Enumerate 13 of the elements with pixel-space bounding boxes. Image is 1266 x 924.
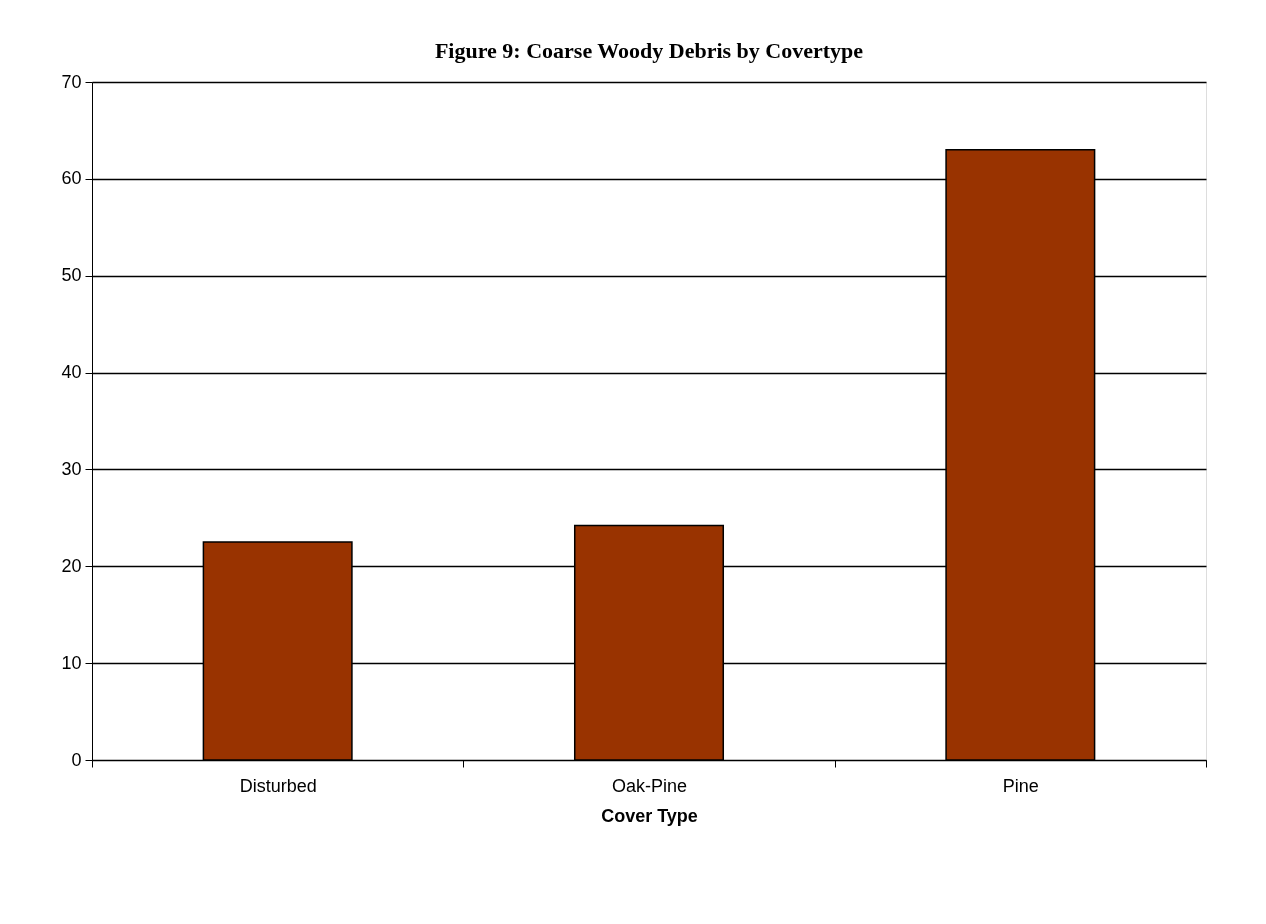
y-tick-label: 40 [61,362,82,383]
y-tick-label: 0 [71,749,82,770]
y-tick-label: 10 [61,652,82,673]
y-tick-label: 60 [61,168,82,189]
y-tick-label: 20 [61,555,82,576]
y-tick-label: 50 [61,265,82,286]
y-tick-label: 70 [61,71,82,92]
x-tick-label: Pine [1002,775,1039,796]
chart-title: Figure 9: Coarse Woody Debris by Covertype [434,38,864,63]
x-tick-label: Oak-Pine [611,775,688,796]
x-tick-label: Disturbed [239,775,317,796]
x-axis-title: Cover Type [601,805,698,826]
y-tick-label: 30 [61,458,82,479]
